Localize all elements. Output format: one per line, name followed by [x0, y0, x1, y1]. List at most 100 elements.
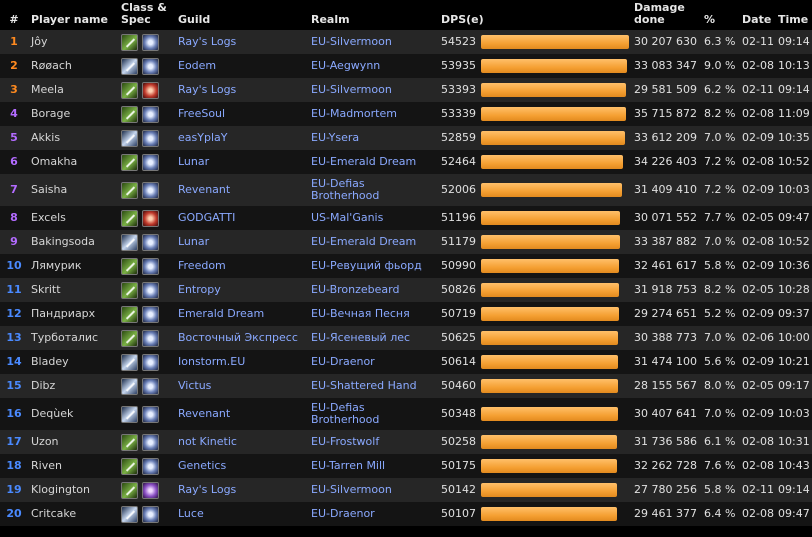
table-row[interactable]: 12 Пандриарх Emerald Dream EU-Вечная Песня 5… [0, 302, 812, 326]
realm-link[interactable]: EU-Silvermoon [308, 30, 438, 54]
player-name[interactable]: Omakha [28, 150, 118, 174]
mage-class-icon[interactable] [121, 57, 138, 75]
table-row[interactable]: 5 Akkis easYplaY EU-Ysera 52859 33 612 209 7.0… [0, 126, 812, 150]
guild-link[interactable]: Revenant [175, 398, 308, 430]
header-date[interactable]: Date [742, 13, 772, 26]
guild-link[interactable]: Revenant [175, 174, 308, 206]
realm-link[interactable]: EU-Ревущий фьорд [308, 254, 438, 278]
frost-spec-icon[interactable] [142, 433, 159, 451]
hunter-class-icon[interactable] [121, 33, 138, 51]
realm-link[interactable]: EU-Aegwynn [308, 54, 438, 78]
header-pct[interactable]: % [704, 13, 716, 26]
header-class-spec[interactable]: Class & Spec [121, 1, 167, 26]
table-row[interactable]: 14 Bladey Ionstorm.EU EU-Draenor 50614 31 474… [0, 350, 812, 374]
player-name[interactable]: Deqùek [28, 398, 118, 430]
player-name[interactable]: Лямурик [28, 254, 118, 278]
frost-spec-icon[interactable] [142, 305, 159, 323]
table-row[interactable]: 4 Borage FreeSoul EU-Madmortem 53339 35 715 8… [0, 102, 812, 126]
realm-link[interactable]: EU-Draenor [308, 502, 438, 526]
header-rank[interactable]: # [9, 13, 19, 26]
realm-link[interactable]: EU-Frostwolf [308, 430, 438, 454]
frost-spec-icon[interactable] [142, 57, 159, 75]
realm-link[interactable]: US-Mal'Ganis [308, 206, 438, 230]
frost-spec-icon[interactable] [142, 105, 159, 123]
hunter-class-icon[interactable] [121, 433, 138, 451]
guild-link[interactable]: Eodem [175, 54, 308, 78]
guild-link[interactable]: Entropy [175, 278, 308, 302]
table-row[interactable]: 3 Meela Ray's Logs EU-Silvermoon 53393 29 581… [0, 78, 812, 102]
header-dps[interactable]: DPS(e) [441, 13, 484, 26]
realm-link[interactable]: EU-Bronzebeard [308, 278, 438, 302]
hunter-class-icon[interactable] [121, 209, 138, 227]
header-time[interactable]: Time [778, 13, 809, 26]
player-name[interactable]: Bladey [28, 350, 118, 374]
player-name[interactable]: Jôy [28, 30, 118, 54]
header-guild[interactable]: Guild [178, 13, 211, 26]
realm-link[interactable]: EU-Emerald Dream [308, 150, 438, 174]
guild-link[interactable]: Victus [175, 374, 308, 398]
frost-spec-icon[interactable] [142, 405, 159, 423]
player-name[interactable]: Riven [28, 454, 118, 478]
frost-spec-icon[interactable] [142, 377, 159, 395]
table-row[interactable]: 7 Saisha Revenant EU-Defias Brotherhood 5200… [0, 174, 812, 206]
guild-link[interactable]: easYplaY [175, 126, 308, 150]
hunter-class-icon[interactable] [121, 281, 138, 299]
mage-class-icon[interactable] [121, 505, 138, 523]
mage-class-icon[interactable] [121, 377, 138, 395]
table-row[interactable]: 6 Omakha Lunar EU-Emerald Dream 52464 34 226 … [0, 150, 812, 174]
realm-link[interactable]: EU-Ysera [308, 126, 438, 150]
realm-link[interactable]: EU-Shattered Hand [308, 374, 438, 398]
frost-spec-icon[interactable] [142, 505, 159, 523]
hunter-class-icon[interactable] [121, 153, 138, 171]
header-realm[interactable]: Realm [311, 13, 350, 26]
table-row[interactable]: 18 Riven Genetics EU-Tarren Mill 50175 32 262… [0, 454, 812, 478]
hunter-class-icon[interactable] [121, 457, 138, 475]
player-name[interactable]: Meela [28, 78, 118, 102]
fire-spec-icon[interactable] [142, 81, 159, 99]
realm-link[interactable]: EU-Tarren Mill [308, 454, 438, 478]
guild-link[interactable]: Ray's Logs [175, 30, 308, 54]
guild-link[interactable]: Ray's Logs [175, 78, 308, 102]
hunter-class-icon[interactable] [121, 181, 138, 199]
arcane-spec-icon[interactable] [142, 481, 159, 499]
player-name[interactable]: Critcake [28, 502, 118, 526]
guild-link[interactable]: not Kinetic [175, 430, 308, 454]
frost-spec-icon[interactable] [142, 129, 159, 147]
table-row[interactable]: 2 Røøach Eodem EU-Aegwynn 53935 33 083 347 9.0… [0, 54, 812, 78]
hunter-class-icon[interactable] [121, 81, 138, 99]
guild-link[interactable]: GODGATTI [175, 206, 308, 230]
player-name[interactable]: Турботалис [28, 326, 118, 350]
player-name[interactable]: Saisha [28, 174, 118, 206]
table-row[interactable]: 13 Турботалис Восточный Экспресс EU-Ясеневы… [0, 326, 812, 350]
player-name[interactable]: Пандриарх [28, 302, 118, 326]
frost-spec-icon[interactable] [142, 233, 159, 251]
table-row[interactable]: 11 Skritt Entropy EU-Bronzebeard 50826 31 918… [0, 278, 812, 302]
frost-spec-icon[interactable] [142, 257, 159, 275]
frost-spec-icon[interactable] [142, 457, 159, 475]
mage-class-icon[interactable] [121, 405, 138, 423]
player-name[interactable]: Excels [28, 206, 118, 230]
realm-link[interactable]: EU-Ясеневый лес [308, 326, 438, 350]
guild-link[interactable]: Freedom [175, 254, 308, 278]
table-row[interactable]: 20 Critcake Luce EU-Draenor 50107 29 461 377 6… [0, 502, 812, 526]
realm-link[interactable]: EU-Defias Brotherhood [308, 174, 438, 206]
player-name[interactable]: Røøach [28, 54, 118, 78]
hunter-class-icon[interactable] [121, 105, 138, 123]
table-row[interactable]: 10 Лямурик Freedom EU-Ревущий фьорд 50990 32 … [0, 254, 812, 278]
mage-class-icon[interactable] [121, 129, 138, 147]
guild-link[interactable]: FreeSoul [175, 102, 308, 126]
guild-link[interactable]: Emerald Dream [175, 302, 308, 326]
player-name[interactable]: Dibz [28, 374, 118, 398]
table-row[interactable]: 9 Bakingsoda Lunar EU-Emerald Dream 51179 33 … [0, 230, 812, 254]
realm-link[interactable]: EU-Defias Brotherhood [308, 398, 438, 430]
mage-class-icon[interactable] [121, 353, 138, 371]
fire-spec-icon[interactable] [142, 209, 159, 227]
realm-link[interactable]: EU-Draenor [308, 350, 438, 374]
frost-spec-icon[interactable] [142, 281, 159, 299]
player-name[interactable]: Klogington [28, 478, 118, 502]
table-row[interactable]: 17 Uzon not Kinetic EU-Frostwolf 50258 31 736… [0, 430, 812, 454]
table-row[interactable]: 8 Excels GODGATTI US-Mal'Ganis 51196 30 071 5… [0, 206, 812, 230]
realm-link[interactable]: EU-Вечная Песня [308, 302, 438, 326]
frost-spec-icon[interactable] [142, 181, 159, 199]
mage-class-icon[interactable] [121, 233, 138, 251]
